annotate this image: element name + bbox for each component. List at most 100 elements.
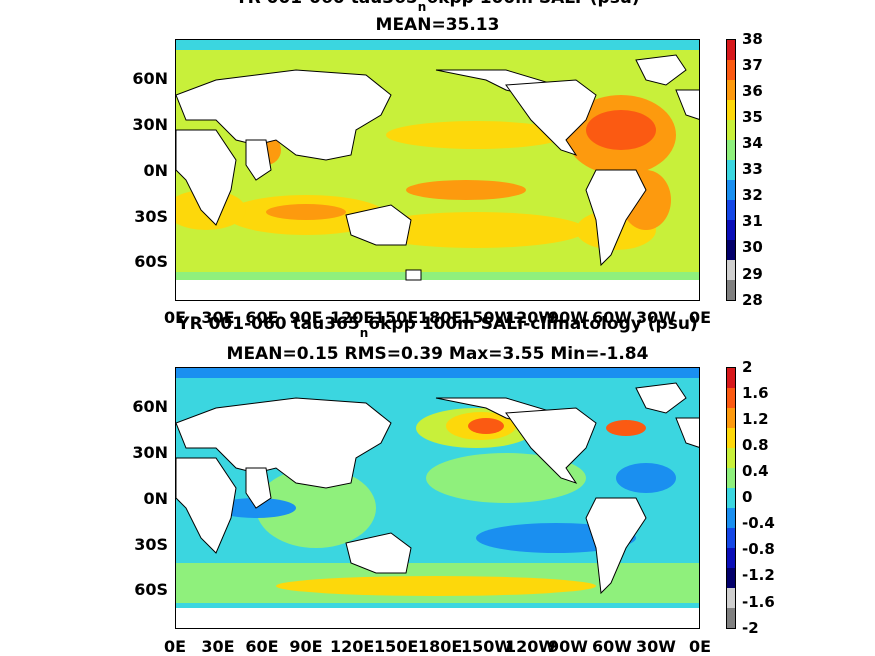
title-suffix: 6kpp 100m SALT-climatology (psu) bbox=[368, 314, 698, 334]
xtick-label: 60E bbox=[245, 637, 279, 656]
xtick-label: 120W bbox=[505, 637, 557, 656]
xtick-label: 0E bbox=[163, 637, 187, 656]
colorbar-tick: -0.8 bbox=[742, 540, 775, 558]
salinity-map-svg bbox=[176, 40, 699, 300]
ytick-label: 30S bbox=[134, 535, 168, 554]
colorbar-segment bbox=[727, 140, 735, 160]
colorbar-tick: 1.6 bbox=[742, 384, 769, 402]
ytick-label: 0N bbox=[143, 489, 168, 508]
colorbar-tick: 1.2 bbox=[742, 410, 769, 428]
xtick-label: 90W bbox=[548, 308, 588, 327]
colorbar-segment bbox=[727, 180, 735, 200]
salinity-anomaly-map bbox=[175, 367, 700, 629]
xtick-label: 60W bbox=[592, 637, 632, 656]
colorbar-tick: 28 bbox=[742, 291, 763, 309]
title-subscript: n bbox=[359, 326, 369, 340]
ytick-label: 30S bbox=[134, 207, 168, 226]
colorbar-segment bbox=[727, 240, 735, 260]
xtick-label: 60W bbox=[592, 308, 632, 327]
colorbar-segment bbox=[727, 588, 735, 608]
colorbar bbox=[726, 367, 736, 629]
colorbar-segment bbox=[727, 388, 735, 408]
xtick-label: 0E bbox=[688, 308, 712, 327]
xtick-label: 150W bbox=[461, 637, 513, 656]
colorbar-segment bbox=[727, 80, 735, 100]
colorbar-segment bbox=[727, 428, 735, 448]
xtick-label: 30E bbox=[201, 308, 235, 327]
xtick-label: 30W bbox=[636, 637, 676, 656]
colorbar-segment bbox=[727, 408, 735, 428]
colorbar-tick: 34 bbox=[742, 134, 763, 152]
xtick-label: 30E bbox=[201, 637, 235, 656]
xtick-label: 120E bbox=[330, 308, 375, 327]
xtick-label: 90W bbox=[548, 637, 588, 656]
colorbar-segment bbox=[727, 40, 735, 60]
xtick-label: 120E bbox=[330, 637, 375, 656]
colorbar-tick: 33 bbox=[742, 160, 763, 178]
colorbar-segment bbox=[727, 488, 735, 508]
title-prefix: YR 001-060 tau365 bbox=[177, 314, 360, 334]
salinity-anomaly-map-svg bbox=[176, 368, 699, 628]
title-suffix: 6kpp 100m SALT (psu) bbox=[426, 0, 639, 8]
xtick-label: 90E bbox=[289, 308, 323, 327]
colorbar-segment bbox=[727, 60, 735, 80]
ytick-label: 60S bbox=[134, 252, 168, 271]
colorbar-segment bbox=[727, 508, 735, 528]
colorbar-segment bbox=[727, 120, 735, 140]
colorbar-segment bbox=[727, 528, 735, 548]
panel-title: YR 001-060 tau365n6kpp 100m SALT (psu) bbox=[0, 0, 875, 14]
xtick-label: 0E bbox=[163, 308, 187, 327]
colorbar-segment bbox=[727, 468, 735, 488]
xtick-label: 0E bbox=[688, 637, 712, 656]
xtick-label: 60E bbox=[245, 308, 279, 327]
xtick-label: 180E bbox=[418, 308, 463, 327]
colorbar-tick: 0.8 bbox=[742, 436, 769, 454]
ytick-label: 30N bbox=[132, 115, 168, 134]
colorbar-tick: 30 bbox=[742, 238, 763, 256]
panel-stats: MEAN=35.13 bbox=[375, 15, 500, 35]
title-subscript: n bbox=[417, 0, 427, 14]
xtick-label: 150W bbox=[461, 308, 513, 327]
colorbar-segment bbox=[727, 200, 735, 220]
ytick-label: 60N bbox=[132, 69, 168, 88]
colorbar-tick: -1.2 bbox=[742, 566, 775, 584]
colorbar-segment bbox=[727, 608, 735, 628]
colorbar-segment bbox=[727, 368, 735, 388]
ytick-label: 60S bbox=[134, 580, 168, 599]
colorbar-tick: -0.4 bbox=[742, 514, 775, 532]
colorbar-tick: 35 bbox=[742, 108, 763, 126]
panel-title: YR 001-060 tau365n6kpp 100m SALT-climato… bbox=[0, 314, 875, 340]
salinity-map bbox=[175, 39, 700, 301]
xtick-label: 180E bbox=[418, 637, 463, 656]
xtick-label: 120W bbox=[505, 308, 557, 327]
colorbar-tick: 31 bbox=[742, 212, 763, 230]
ytick-label: 0N bbox=[143, 161, 168, 180]
xtick-label: 30W bbox=[636, 308, 676, 327]
colorbar-tick: 29 bbox=[742, 265, 763, 283]
ytick-label: 60N bbox=[132, 397, 168, 416]
colorbar-tick: 32 bbox=[742, 186, 763, 204]
colorbar-segment bbox=[727, 548, 735, 568]
colorbar-tick: 38 bbox=[742, 30, 763, 48]
colorbar-tick: 0 bbox=[742, 488, 753, 506]
colorbar-segment bbox=[727, 568, 735, 588]
title-prefix: YR 001-060 tau365 bbox=[235, 0, 417, 8]
panel-stats: MEAN=0.15 RMS=0.39 Max=3.55 Min=-1.84 bbox=[226, 344, 649, 364]
colorbar-segment bbox=[727, 220, 735, 240]
colorbar-tick: 36 bbox=[742, 82, 763, 100]
colorbar-segment bbox=[727, 448, 735, 468]
colorbar bbox=[726, 39, 736, 301]
xtick-label: 150E bbox=[374, 308, 419, 327]
colorbar-segment bbox=[727, 280, 735, 300]
colorbar-tick: 37 bbox=[742, 56, 763, 74]
ytick-label: 30N bbox=[132, 443, 168, 462]
colorbar-tick: 2 bbox=[742, 358, 753, 376]
colorbar-segment bbox=[727, 260, 735, 280]
xtick-label: 90E bbox=[289, 637, 323, 656]
xtick-label: 150E bbox=[374, 637, 419, 656]
colorbar-tick: 0.4 bbox=[742, 462, 769, 480]
colorbar-tick: -1.6 bbox=[742, 593, 775, 611]
colorbar-tick: -2 bbox=[742, 619, 759, 637]
colorbar-segment bbox=[727, 160, 735, 180]
colorbar-segment bbox=[727, 100, 735, 120]
